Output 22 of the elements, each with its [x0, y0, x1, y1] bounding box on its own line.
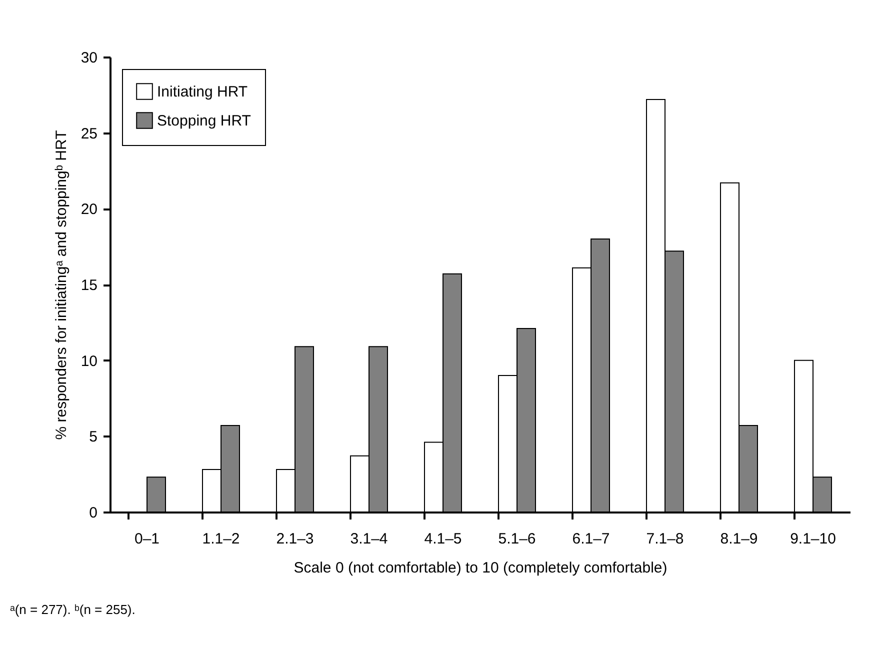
y-tick-label: 20: [80, 201, 98, 218]
y-tick-label: 15: [80, 277, 98, 294]
legend-label: Initiating HRT: [157, 84, 248, 100]
x-tick-label: 8.1–9: [720, 530, 758, 548]
legend-label: Stopping HRT: [157, 112, 251, 130]
x-tick-label: 0–1: [134, 530, 160, 548]
x-tick-label: 4.1–5: [424, 530, 462, 548]
x-tick-label: 1.1–2: [202, 530, 240, 548]
y-tick-label: 10: [80, 352, 98, 370]
x-tick-label: 9.1–10: [790, 530, 836, 548]
x-axis-title: Scale 0 (not comfortable) to 10 (completely comfortable): [294, 560, 668, 576]
x-tick-label: 5.1–6: [498, 530, 536, 548]
y-tick-label: 0: [89, 504, 98, 522]
y-axis-title: % responders for initiatingᵃ and stoppingᵇ HRT: [52, 130, 70, 440]
x-tick-label: 3.1–4: [350, 530, 388, 548]
text: ᵃ(n = 277). ᵇ(n = 255).: [10, 602, 136, 617]
y-tick-label: 25: [80, 125, 98, 142]
y-tick-label: 5: [89, 428, 98, 446]
x-tick-label: 7.1–8: [646, 530, 684, 548]
x-tick-label: 2.1–3: [276, 530, 314, 548]
x-tick-label: 6.1–7: [572, 530, 610, 548]
y-tick-label: 30: [80, 50, 98, 66]
